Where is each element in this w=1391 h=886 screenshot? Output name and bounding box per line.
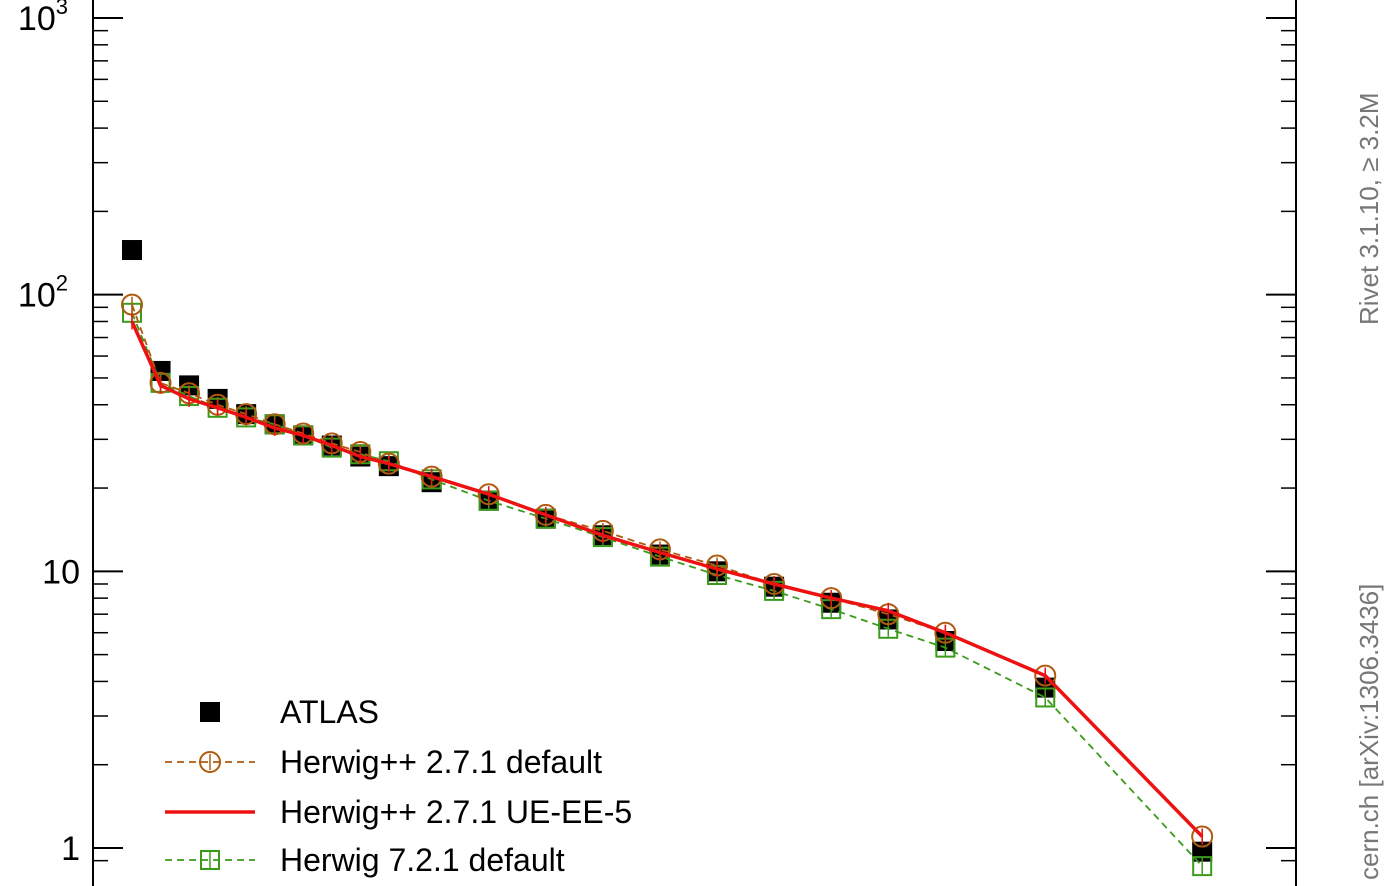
side-text-bottom: cern.ch [arXiv:1306.3436] bbox=[1354, 584, 1384, 880]
plot-frame bbox=[92, 0, 1297, 886]
y-tick-label: 103 bbox=[18, 0, 68, 38]
y-tick-exponent: 2 bbox=[56, 271, 68, 296]
herwigpp-default-point bbox=[534, 503, 557, 526]
series-line bbox=[131, 312, 1203, 867]
legend: ATLAS Herwig++ 2.7.1 default Herwig++ 2.7.… bbox=[165, 694, 632, 878]
legend-entry: ATLAS bbox=[200, 694, 379, 730]
atlas-data-point bbox=[122, 240, 142, 261]
herwig7-default-point bbox=[1035, 687, 1056, 708]
herwigpp-default-point bbox=[763, 572, 786, 595]
legend-label: Herwig++ 2.7.1 UE-EE-5 bbox=[280, 794, 632, 830]
y-ticks bbox=[93, 17, 1296, 862]
legend-entry: Herwig++ 2.7.1 UE-EE-5 bbox=[165, 794, 632, 830]
y-tick-label: 10 bbox=[42, 553, 80, 591]
herwigpp-default-point bbox=[1191, 825, 1214, 848]
y-tick-label: 102 bbox=[18, 271, 68, 315]
herwigpp-default-point bbox=[1034, 664, 1057, 687]
side-text-top: Rivet 3.1.10, ≥ 3.2M bbox=[1354, 93, 1384, 326]
legend-marker-square bbox=[200, 702, 220, 722]
series-layer bbox=[121, 240, 1214, 877]
herwigpp-default-point bbox=[377, 452, 400, 475]
legend-entry: Herwig 7.2.1 default bbox=[165, 842, 565, 878]
herwigpp-default-point bbox=[420, 465, 443, 488]
herwigpp-default-point bbox=[477, 483, 500, 506]
herwigpp-default-point bbox=[820, 587, 843, 610]
legend-label: ATLAS bbox=[280, 694, 379, 730]
y-tick-exponent: 3 bbox=[56, 0, 68, 19]
series-herwig-7-2-1-default bbox=[122, 302, 1213, 877]
legend-entry: Herwig++ 2.7.1 default bbox=[165, 744, 602, 780]
legend-marker-open-square bbox=[200, 850, 220, 870]
y-tick-label: 1 bbox=[61, 830, 80, 868]
series-herwig-2-7-1-ue-ee-5 bbox=[130, 313, 1204, 845]
legend-label: Herwig 7.2.1 default bbox=[280, 842, 565, 878]
herwig7-default-point bbox=[1192, 856, 1213, 877]
series-line bbox=[130, 320, 1204, 838]
legend-label: Herwig++ 2.7.1 default bbox=[280, 744, 602, 780]
herwigpp-default-point bbox=[934, 621, 957, 644]
legend-marker-circle bbox=[199, 751, 221, 773]
